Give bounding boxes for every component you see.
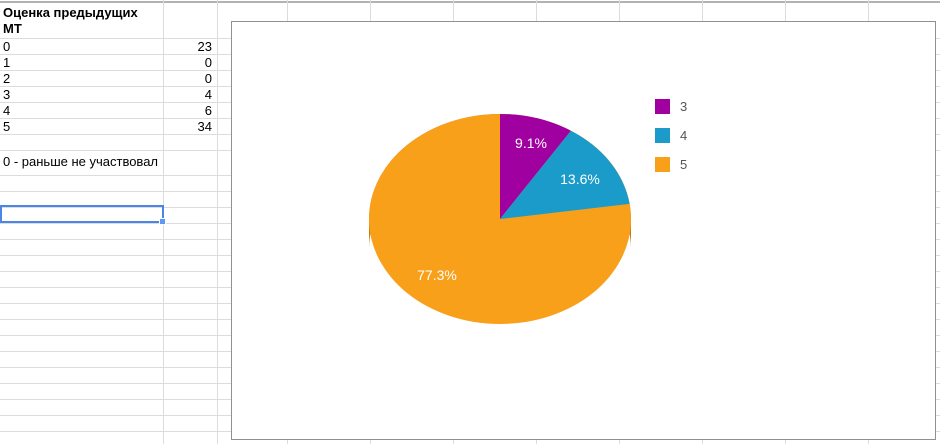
cell-header[interactable]: Оценка предыдущих МТ bbox=[3, 5, 138, 36]
cell-score-3[interactable]: 3 bbox=[3, 87, 11, 102]
cell-count-4[interactable]: 6 bbox=[204, 103, 212, 118]
cell-score-2[interactable]: 2 bbox=[3, 71, 11, 86]
cell-score-5[interactable]: 5 bbox=[3, 119, 11, 134]
fill-handle[interactable] bbox=[159, 218, 166, 225]
legend-swatch-3 bbox=[655, 99, 670, 114]
selected-cell[interactable] bbox=[0, 205, 166, 225]
cell-count-5[interactable]: 34 bbox=[197, 119, 212, 134]
pie-label-4: 13.6% bbox=[560, 171, 600, 187]
legend-label-4: 4 bbox=[680, 128, 688, 143]
pie-label-5: 77.3% bbox=[417, 267, 457, 283]
legend-item-5: 5 bbox=[655, 157, 687, 172]
embedded-chart[interactable]: 9.1% 13.6% 77.3% 3 4 5 bbox=[231, 21, 936, 440]
chart-legend: 3 4 5 bbox=[655, 99, 687, 186]
cell-score-0[interactable]: 0 bbox=[3, 39, 11, 54]
cell-score-1[interactable]: 1 bbox=[3, 55, 11, 70]
pie-chart-3d: 9.1% 13.6% 77.3% bbox=[369, 114, 631, 324]
pie-slice-4 bbox=[500, 130, 630, 219]
gridline-col-b bbox=[217, 0, 218, 444]
legend-label-5: 5 bbox=[680, 157, 688, 172]
cell-count-2[interactable]: 0 bbox=[204, 71, 212, 86]
legend-item-3: 3 bbox=[655, 99, 687, 114]
pie-slice-3 bbox=[500, 114, 571, 219]
cell-note[interactable]: 0 - раньше не участвовал bbox=[3, 154, 159, 169]
legend-swatch-4 bbox=[655, 128, 670, 143]
cell-score-4[interactable]: 4 bbox=[3, 103, 11, 118]
legend-label-3: 3 bbox=[680, 99, 688, 114]
pie-label-3: 9.1% bbox=[515, 135, 547, 151]
cell-count-0[interactable]: 23 bbox=[197, 39, 212, 54]
cell-count-3[interactable]: 4 bbox=[204, 87, 212, 102]
cell-count-1[interactable]: 0 bbox=[204, 55, 212, 70]
legend-swatch-5 bbox=[655, 157, 670, 172]
legend-item-4: 4 bbox=[655, 128, 687, 143]
